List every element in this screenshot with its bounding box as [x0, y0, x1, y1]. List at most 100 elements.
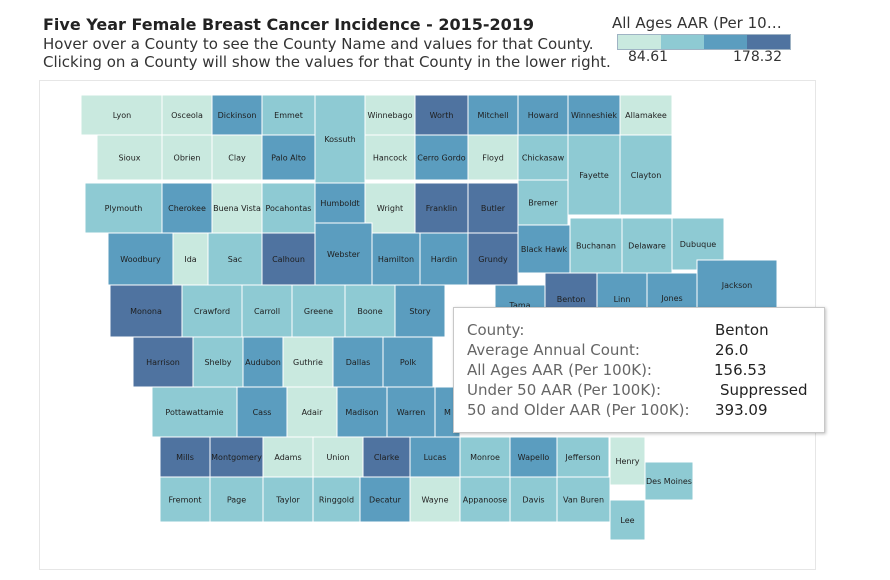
county-shape[interactable]: [312, 476, 361, 523]
county-shape[interactable]: [261, 94, 316, 136]
county-shape[interactable]: [467, 182, 519, 234]
county-shape[interactable]: [556, 476, 611, 523]
county-jefferson[interactable]: Jefferson: [556, 436, 610, 478]
county-ida[interactable]: Ida: [172, 232, 209, 286]
county-madison[interactable]: Madison: [336, 386, 388, 438]
county-shape[interactable]: [159, 436, 211, 478]
county-shape[interactable]: [517, 134, 569, 181]
county-buena-vista[interactable]: Buena Vista: [211, 182, 263, 234]
county-shape[interactable]: [621, 217, 673, 274]
county-guthrie[interactable]: Guthrie: [282, 336, 334, 388]
county-shape[interactable]: [644, 461, 694, 501]
county-worth[interactable]: Worth: [414, 94, 469, 136]
county-dickinson[interactable]: Dickinson: [211, 94, 263, 136]
county-shape[interactable]: [161, 134, 213, 181]
county-hancock[interactable]: Hancock: [364, 134, 416, 181]
county-lee[interactable]: Lee: [609, 499, 646, 541]
county-cherokee[interactable]: Cherokee: [161, 182, 213, 234]
county-shape[interactable]: [192, 336, 244, 388]
county-adair[interactable]: Adair: [286, 386, 338, 438]
county-cerro-gordo[interactable]: Cerro Gordo: [414, 134, 469, 181]
county-shape[interactable]: [261, 182, 316, 234]
county-shape[interactable]: [394, 284, 446, 338]
county-van-buren[interactable]: Van Buren: [556, 476, 611, 523]
county-shape[interactable]: [132, 336, 194, 388]
county-shape[interactable]: [159, 476, 211, 523]
county-osceola[interactable]: Osceola: [161, 94, 213, 136]
county-monona[interactable]: Monona: [109, 284, 183, 338]
county-shape[interactable]: [467, 134, 519, 181]
county-wright[interactable]: Wright: [364, 182, 416, 234]
county-shape[interactable]: [282, 336, 334, 388]
county-buchanan[interactable]: Buchanan: [569, 217, 623, 274]
county-shape[interactable]: [241, 284, 293, 338]
county-obrien[interactable]: Obrien: [161, 134, 213, 181]
county-chickasaw[interactable]: Chickasaw: [517, 134, 569, 181]
county-hamilton[interactable]: Hamilton: [371, 232, 421, 286]
county-montgomery[interactable]: Montgomery: [209, 436, 264, 478]
county-shape[interactable]: [151, 386, 238, 438]
county-shape[interactable]: [314, 94, 366, 184]
county-greene[interactable]: Greene: [291, 284, 346, 338]
county-shape[interactable]: [567, 134, 621, 216]
county-audubon[interactable]: Audubon: [242, 336, 284, 388]
county-mills[interactable]: Mills: [159, 436, 211, 478]
county-wayne[interactable]: Wayne: [409, 476, 461, 523]
county-shape[interactable]: [517, 224, 571, 274]
county-shape[interactable]: [696, 259, 778, 311]
county-shape[interactable]: [359, 476, 411, 523]
county-monroe[interactable]: Monroe: [459, 436, 511, 478]
county-shape[interactable]: [467, 232, 519, 286]
county-lyon[interactable]: Lyon: [80, 94, 164, 136]
county-winnebago[interactable]: Winnebago: [364, 94, 416, 136]
county-appanoose[interactable]: Appanoose: [459, 476, 511, 523]
county-floyd[interactable]: Floyd: [467, 134, 519, 181]
county-shape[interactable]: [314, 222, 373, 286]
county-decatur[interactable]: Decatur: [359, 476, 411, 523]
county-franklin[interactable]: Franklin: [414, 182, 469, 234]
county-carroll[interactable]: Carroll: [241, 284, 293, 338]
county-ringgold[interactable]: Ringgold: [312, 476, 361, 523]
county-pottawattamie[interactable]: Pottawattamie: [151, 386, 238, 438]
county-shape[interactable]: [409, 436, 461, 478]
county-fayette[interactable]: Fayette: [567, 134, 621, 216]
county-sioux[interactable]: Sioux: [96, 134, 163, 181]
county-kossuth[interactable]: Kossuth: [314, 94, 366, 184]
county-wapello[interactable]: Wapello: [509, 436, 558, 478]
county-shape[interactable]: [459, 476, 511, 523]
county-taylor[interactable]: Taylor: [262, 476, 314, 523]
county-woodbury[interactable]: Woodbury: [107, 232, 174, 286]
county-des-moines[interactable]: Des Moines: [644, 461, 694, 501]
county-black-hawk[interactable]: Black Hawk: [517, 224, 571, 274]
county-shape[interactable]: [236, 386, 288, 438]
county-jackson[interactable]: Jackson: [696, 259, 778, 311]
county-plymouth[interactable]: Plymouth: [84, 182, 163, 234]
county-harrison[interactable]: Harrison: [132, 336, 194, 388]
county-shape[interactable]: [362, 436, 411, 478]
county-butler[interactable]: Butler: [467, 182, 519, 234]
county-polk[interactable]: Polk: [382, 336, 434, 388]
county-pocahontas[interactable]: Pocahontas: [261, 182, 316, 234]
county-dallas[interactable]: Dallas: [332, 336, 384, 388]
county-shape[interactable]: [211, 182, 263, 234]
county-shape[interactable]: [242, 336, 284, 388]
county-hardin[interactable]: Hardin: [419, 232, 469, 286]
county-howard[interactable]: Howard: [517, 94, 569, 136]
county-henry[interactable]: Henry: [609, 436, 646, 486]
county-davis[interactable]: Davis: [509, 476, 558, 523]
county-shape[interactable]: [386, 386, 436, 438]
county-shelby[interactable]: Shelby: [192, 336, 244, 388]
county-clay[interactable]: Clay: [211, 134, 263, 181]
county-fremont[interactable]: Fremont: [159, 476, 211, 523]
county-union[interactable]: Union: [312, 436, 364, 478]
county-clayton[interactable]: Clayton: [619, 134, 673, 216]
county-palo-alto[interactable]: Palo Alto: [261, 134, 316, 181]
county-calhoun[interactable]: Calhoun: [261, 232, 316, 286]
county-shape[interactable]: [409, 476, 461, 523]
county-shape[interactable]: [209, 436, 264, 478]
county-mitchell[interactable]: Mitchell: [467, 94, 519, 136]
county-shape[interactable]: [414, 134, 469, 181]
county-cass[interactable]: Cass: [236, 386, 288, 438]
county-shape[interactable]: [211, 94, 263, 136]
